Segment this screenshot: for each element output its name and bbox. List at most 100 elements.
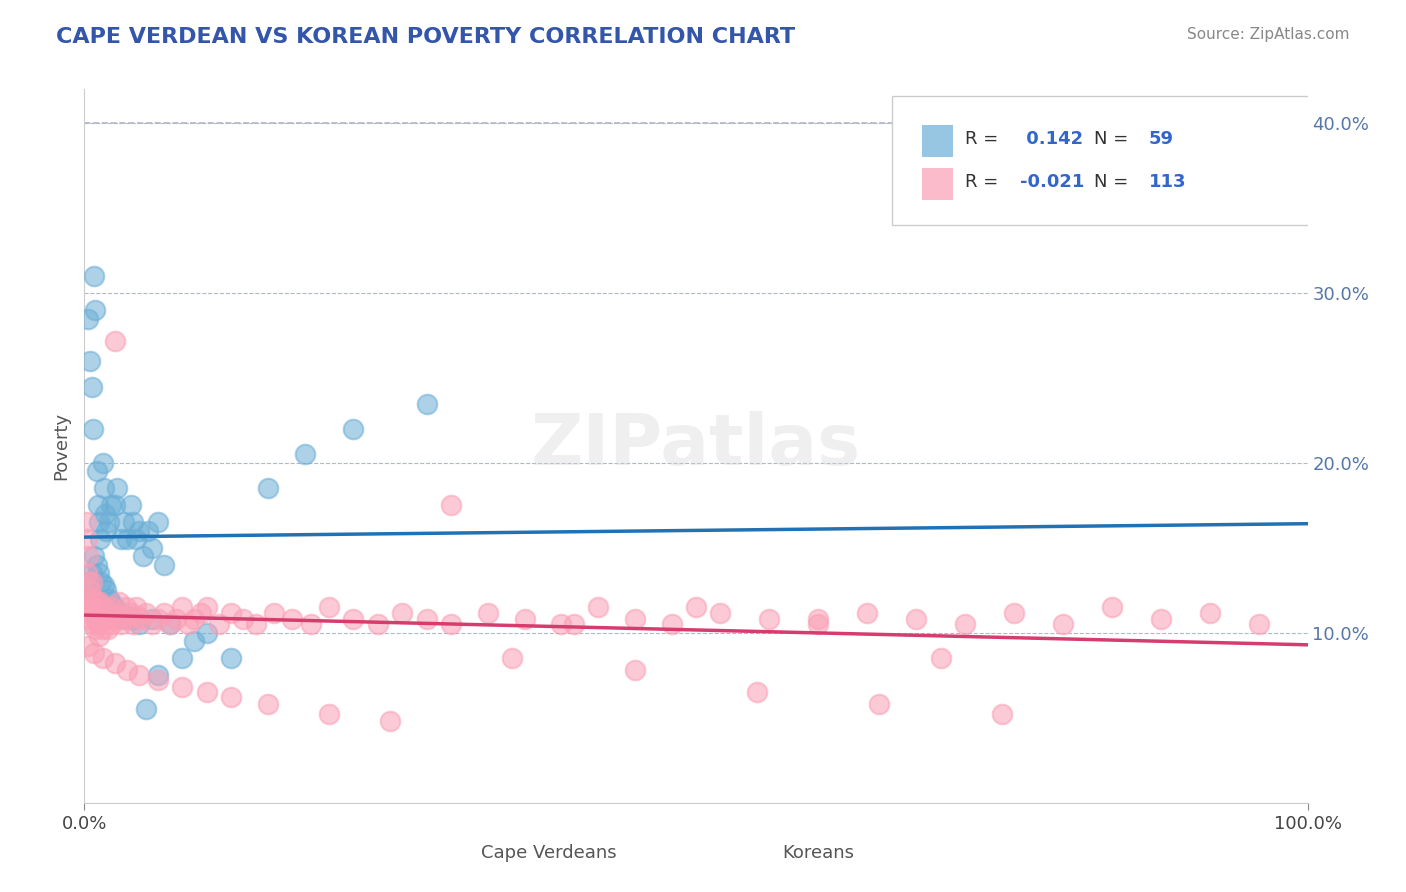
Point (77, 549, 100, 564)
Point (219, 651, 242, 665)
Point (146, 612, 169, 626)
Point (624, 663, 647, 677)
Point (146, 516, 169, 530)
Point (122, 617, 145, 632)
Point (661, 617, 683, 632)
Point (97, 516, 120, 530)
Point (132, 549, 155, 564)
Point (709, 606, 731, 620)
Point (502, 651, 524, 665)
Point (136, 524, 159, 538)
FancyBboxPatch shape (922, 125, 953, 157)
Text: R =: R = (965, 173, 1004, 191)
Point (342, 612, 364, 626)
Point (1150, 612, 1173, 626)
Point (299, 617, 322, 632)
Point (153, 606, 176, 620)
Point (96, 583, 118, 598)
Point (1198, 606, 1220, 620)
Point (79, 354, 101, 368)
Point (115, 533, 138, 547)
Point (953, 617, 976, 632)
Point (135, 606, 157, 620)
Point (94, 507, 117, 521)
Point (128, 524, 150, 538)
Point (318, 707, 340, 722)
Point (100, 600, 122, 615)
Point (318, 600, 340, 615)
Point (97, 623, 120, 637)
Point (105, 482, 128, 496)
Point (110, 617, 132, 632)
Point (77, 311, 100, 326)
Point (172, 651, 194, 665)
Point (86, 465, 108, 479)
Point (1002, 606, 1025, 620)
Point (97, 606, 120, 620)
Point (112, 608, 135, 623)
Point (263, 606, 285, 620)
Point (104, 600, 127, 615)
Point (440, 499, 463, 513)
Point (83, 269, 105, 284)
Point (75, 516, 97, 530)
Point (87, 566, 110, 581)
Point (115, 663, 138, 677)
Point (96, 524, 118, 538)
Point (153, 558, 176, 572)
Point (807, 617, 830, 632)
Point (77, 574, 100, 589)
Point (105, 606, 128, 620)
Point (83, 591, 105, 606)
Point (195, 685, 218, 699)
Point (135, 702, 157, 716)
Point (117, 608, 139, 623)
Point (107, 606, 129, 620)
Point (79, 583, 101, 598)
Point (80, 379, 103, 393)
Point (77, 574, 100, 589)
Point (294, 448, 316, 462)
Point (83, 549, 105, 564)
Point (232, 612, 254, 626)
Text: N =: N = (1094, 130, 1133, 148)
Point (146, 673, 169, 688)
Point (1247, 617, 1270, 632)
Y-axis label: Poverty: Poverty (52, 412, 70, 480)
Point (991, 707, 1014, 722)
Text: N =: N = (1094, 173, 1133, 191)
Point (77, 591, 100, 606)
Point (87, 606, 110, 620)
Point (172, 680, 194, 694)
Point (416, 612, 439, 626)
Point (91, 456, 114, 470)
Point (477, 606, 499, 620)
Point (100, 499, 122, 513)
Point (82, 617, 104, 632)
Point (94, 608, 117, 623)
Point (120, 606, 142, 620)
Point (87, 629, 110, 643)
Point (100, 595, 122, 609)
Point (91, 623, 114, 637)
Point (245, 617, 267, 632)
Point (80, 595, 103, 609)
Point (86, 558, 108, 572)
Point (104, 499, 127, 513)
Point (122, 612, 145, 626)
Point (87, 499, 110, 513)
Point (856, 606, 879, 620)
Point (183, 634, 205, 648)
Point (77, 583, 100, 598)
Point (129, 612, 152, 626)
Point (586, 600, 609, 615)
Text: Cape Verdeans: Cape Verdeans (481, 844, 617, 862)
Point (1101, 600, 1123, 615)
Point (159, 617, 181, 632)
Point (98, 612, 121, 626)
Point (90, 612, 112, 626)
Point (141, 541, 163, 555)
Point (125, 600, 148, 615)
Point (80, 566, 103, 581)
Point (159, 617, 181, 632)
